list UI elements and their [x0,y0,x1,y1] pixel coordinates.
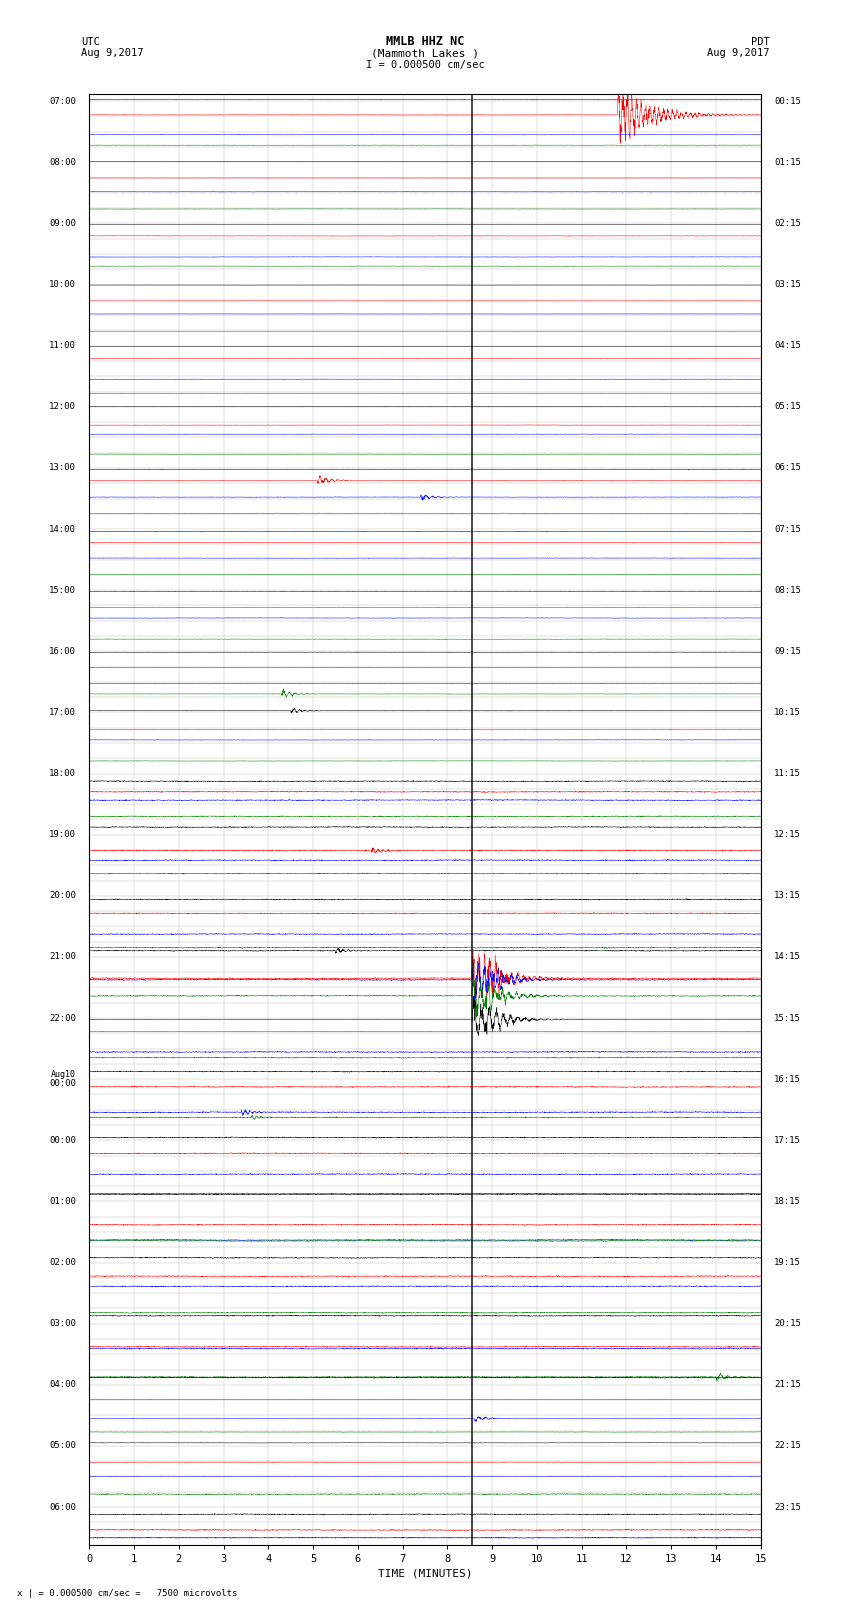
Text: 07:15: 07:15 [774,524,801,534]
Text: I = 0.000500 cm/sec: I = 0.000500 cm/sec [366,60,484,69]
Text: x | = 0.000500 cm/sec =   7500 microvolts: x | = 0.000500 cm/sec = 7500 microvolts [17,1589,237,1598]
Text: 03:15: 03:15 [774,281,801,289]
Text: 05:15: 05:15 [774,402,801,411]
Text: 14:00: 14:00 [49,524,76,534]
Text: 11:15: 11:15 [774,769,801,777]
Text: 15:15: 15:15 [774,1013,801,1023]
Text: 11:00: 11:00 [49,342,76,350]
Text: 02:15: 02:15 [774,219,801,227]
Text: 12:00: 12:00 [49,402,76,411]
Text: 01:00: 01:00 [49,1197,76,1207]
Text: 08:00: 08:00 [49,158,76,166]
Text: 15:00: 15:00 [49,586,76,595]
Text: 09:00: 09:00 [49,219,76,227]
Text: 03:00: 03:00 [49,1319,76,1327]
Text: 04:15: 04:15 [774,342,801,350]
Text: 23:15: 23:15 [774,1503,801,1511]
Text: 01:15: 01:15 [774,158,801,166]
Text: 20:00: 20:00 [49,892,76,900]
Text: (Mammoth Lakes ): (Mammoth Lakes ) [371,48,479,58]
Text: 13:15: 13:15 [774,892,801,900]
Text: 21:00: 21:00 [49,952,76,961]
Text: UTC: UTC [81,37,99,47]
Text: 20:15: 20:15 [774,1319,801,1327]
Text: Aug 9,2017: Aug 9,2017 [706,48,769,58]
Text: 00:15: 00:15 [774,97,801,106]
Text: 13:00: 13:00 [49,463,76,473]
Text: 09:15: 09:15 [774,647,801,656]
Text: MMLB HHZ NC: MMLB HHZ NC [386,35,464,48]
Text: 12:15: 12:15 [774,831,801,839]
Text: 06:00: 06:00 [49,1503,76,1511]
Text: 21:15: 21:15 [774,1381,801,1389]
Text: 17:00: 17:00 [49,708,76,716]
Text: 00:00: 00:00 [49,1079,76,1089]
Text: 16:15: 16:15 [774,1074,801,1084]
Text: 10:00: 10:00 [49,281,76,289]
Text: Aug 9,2017: Aug 9,2017 [81,48,144,58]
Text: 07:00: 07:00 [49,97,76,106]
Text: 00:00: 00:00 [49,1136,76,1145]
Text: 22:00: 22:00 [49,1013,76,1023]
Text: 19:00: 19:00 [49,831,76,839]
Text: 06:15: 06:15 [774,463,801,473]
Text: 17:15: 17:15 [774,1136,801,1145]
Text: 04:00: 04:00 [49,1381,76,1389]
Text: 18:00: 18:00 [49,769,76,777]
Text: 10:15: 10:15 [774,708,801,716]
Text: 19:15: 19:15 [774,1258,801,1268]
Text: 05:00: 05:00 [49,1442,76,1450]
Text: 08:15: 08:15 [774,586,801,595]
Text: 16:00: 16:00 [49,647,76,656]
Text: 18:15: 18:15 [774,1197,801,1207]
X-axis label: TIME (MINUTES): TIME (MINUTES) [377,1568,473,1579]
Text: Aug10: Aug10 [51,1069,76,1079]
Text: 14:15: 14:15 [774,952,801,961]
Text: 02:00: 02:00 [49,1258,76,1268]
Text: 22:15: 22:15 [774,1442,801,1450]
Text: PDT: PDT [751,37,769,47]
